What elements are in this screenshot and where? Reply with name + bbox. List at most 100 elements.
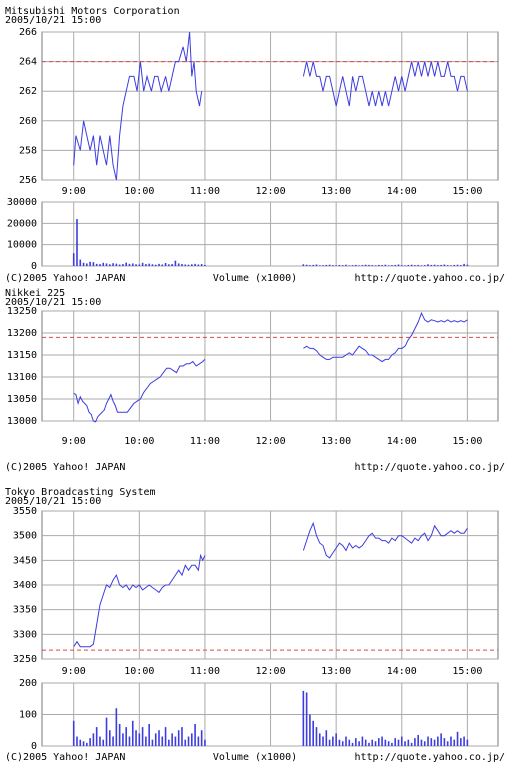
- volume-bar: [138, 264, 141, 266]
- volume-bar: [118, 264, 121, 266]
- volume-bar: [378, 738, 380, 746]
- volume-bar: [82, 262, 85, 266]
- volume-bar: [128, 736, 131, 746]
- volume-bar: [72, 253, 75, 266]
- price-line: [73, 521, 468, 648]
- volume-bar: [456, 731, 459, 746]
- volume-bar: [328, 264, 331, 266]
- price-line: [73, 31, 468, 181]
- y-tick-label: 3250: [13, 654, 37, 665]
- volume-bar: [463, 736, 465, 746]
- volume-bar: [118, 723, 121, 746]
- x-tick-label: 12:00: [255, 186, 285, 197]
- volume-bar: [86, 742, 88, 746]
- volume-bar: [194, 263, 196, 266]
- copyright: (C)2005 Yahoo! JAPAN: [5, 752, 125, 763]
- volume-bar: [108, 730, 111, 746]
- source-url: http://quote.yahoo.co.jp/: [354, 752, 505, 763]
- volume-bar: [158, 730, 160, 746]
- y-tick-label: 20000: [7, 218, 37, 229]
- volume-bar: [108, 264, 111, 266]
- x-tick-label: 14:00: [387, 666, 417, 677]
- volume-bar: [368, 742, 370, 746]
- volume-bar: [371, 265, 374, 266]
- volume-bar: [154, 733, 157, 746]
- y-tick-label: 30000: [7, 197, 37, 208]
- x-tick-label: 12:00: [255, 666, 285, 677]
- volume-bar: [423, 741, 426, 746]
- volume-bar: [374, 265, 377, 266]
- volume-bar: [204, 264, 206, 266]
- volume-bar: [79, 259, 82, 266]
- volume-bar: [125, 727, 128, 746]
- chart-title: Tokyo Broadcasting System: [5, 487, 156, 498]
- volume-bar: [171, 264, 173, 266]
- volume-bar: [181, 264, 183, 266]
- volume-bar: [302, 690, 305, 746]
- volume-bar: [92, 262, 95, 266]
- y-tick-label: 264: [19, 57, 37, 68]
- volume-bar: [446, 741, 449, 746]
- volume-bar: [105, 263, 108, 266]
- volume-bar: [82, 741, 85, 746]
- volume-bar: [200, 264, 203, 266]
- x-tick-label: 11:00: [190, 666, 220, 677]
- volume-bar: [417, 264, 419, 266]
- volume-bar: [318, 265, 321, 266]
- volume-bar: [450, 736, 452, 746]
- x-tick-label: 10:00: [124, 666, 154, 677]
- volume-bar: [177, 263, 180, 266]
- source-url: http://quote.yahoo.co.jp/: [354, 273, 505, 284]
- volume-bar: [141, 727, 144, 746]
- volume-bar: [89, 261, 91, 266]
- volume-bar: [122, 733, 124, 746]
- volume-bar: [466, 739, 469, 746]
- x-tick-label: 10:00: [124, 186, 154, 197]
- volume-bar: [361, 265, 364, 266]
- plot-area: [41, 31, 499, 181]
- y-tick-label: 3450: [13, 555, 37, 566]
- y-tick-label: 13250: [7, 306, 37, 317]
- volume-bar: [135, 730, 137, 746]
- volume-bar: [141, 262, 144, 266]
- volume-bar: [115, 708, 118, 746]
- price-line: [73, 311, 468, 423]
- volume-bar: [368, 264, 370, 266]
- volume-bar: [158, 263, 160, 266]
- volume-bar: [191, 264, 193, 266]
- chart-subtitle: 2005/10/21 15:00: [5, 496, 101, 507]
- volume-bar: [460, 738, 462, 746]
- volume-bar: [131, 720, 134, 746]
- volume-bar: [460, 265, 462, 266]
- volume-bar: [338, 264, 341, 266]
- x-tick-label: 9:00: [62, 666, 86, 677]
- volume-bar: [309, 265, 311, 266]
- volume-bar: [384, 264, 387, 266]
- volume-bar: [92, 733, 95, 746]
- volume-bar: [400, 736, 403, 746]
- volume-bar: [168, 739, 170, 746]
- y-tick-label: 266: [19, 27, 37, 38]
- volume-bar: [430, 738, 433, 746]
- volume-bar: [112, 263, 114, 266]
- volume-bar: [443, 264, 446, 266]
- volume-bar: [407, 739, 410, 746]
- volume-bar: [325, 730, 328, 746]
- volume-bar: [348, 739, 351, 746]
- volume-bar: [420, 265, 423, 266]
- volume-bar: [171, 733, 173, 746]
- y-tick-label: 258: [19, 145, 37, 156]
- volume-bar: [387, 741, 390, 746]
- volume-bar: [433, 739, 436, 746]
- volume-bar: [194, 723, 196, 746]
- volume-bar: [427, 736, 429, 746]
- chart-subtitle: 2005/10/21 15:00: [5, 297, 101, 308]
- x-tick-label: 13:00: [321, 186, 351, 197]
- volume-bar: [437, 265, 439, 266]
- volume-bar: [381, 736, 383, 746]
- volume-bar: [417, 734, 419, 746]
- volume-bar: [191, 733, 193, 746]
- volume-bar: [76, 736, 78, 746]
- x-tick-label: 9:00: [62, 186, 86, 197]
- volume-bar: [453, 264, 456, 266]
